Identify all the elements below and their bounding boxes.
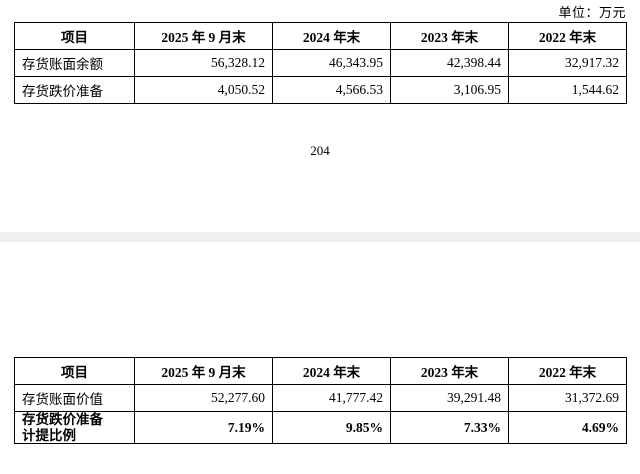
inventory-book-balance-table: 项目 2025 年 9 月末 2024 年末 2023 年末 2022 年末 存…: [14, 22, 627, 104]
cell-value: 1,544.62: [508, 76, 627, 104]
inventory-provision-ratio-table: 项目 2025 年 9 月末 2024 年末 2023 年末 2022 年末 存…: [14, 357, 627, 445]
cell-value: 4.69%: [508, 410, 627, 445]
cell-value: 31,372.69: [508, 384, 627, 412]
column-header-2023: 2023 年末: [390, 22, 509, 50]
table-row: 存货跌价准备 4,050.52 4,566.53 3,106.95 1,544.…: [14, 76, 627, 104]
page-break-divider: [0, 232, 640, 242]
column-header-2024: 2024 年末: [272, 357, 391, 385]
cell-value: 7.19%: [134, 410, 273, 445]
column-header-2022: 2022 年末: [508, 357, 627, 385]
column-header-item: 项目: [14, 22, 135, 50]
cell-value: 9.85%: [272, 410, 391, 445]
column-header-item: 项目: [14, 357, 135, 385]
cell-value: 4,050.52: [134, 76, 273, 104]
table-row: 存货跌价准备 计提比例 7.19% 9.85% 7.33% 4.69%: [14, 410, 627, 445]
unit-note: 单位：万元: [558, 5, 626, 20]
cell-value: 46,343.95: [272, 49, 391, 77]
cell-value: 7.33%: [390, 410, 509, 445]
row-label: 存货跌价准备: [14, 76, 135, 104]
cell-value: 32,917.32: [508, 49, 627, 77]
column-header-2024: 2024 年末: [272, 22, 391, 50]
cell-value: 4,566.53: [272, 76, 391, 104]
column-header-2023: 2023 年末: [390, 357, 509, 385]
row-label: 存货账面余额: [14, 49, 135, 77]
page-number: 204: [310, 143, 330, 158]
cell-value: 39,291.48: [390, 384, 509, 412]
column-header-2025q3: 2025 年 9 月末: [134, 22, 273, 50]
column-header-2025q3: 2025 年 9 月末: [134, 357, 273, 385]
cell-value: 42,398.44: [390, 49, 509, 77]
table-row: 存货账面余额 56,328.12 46,343.95 42,398.44 32,…: [14, 49, 627, 77]
table-header-row: 项目 2025 年 9 月末 2024 年末 2023 年末 2022 年末: [14, 357, 627, 385]
row-label: 存货账面价值: [14, 384, 135, 412]
column-header-2022: 2022 年末: [508, 22, 627, 50]
cell-value: 3,106.95: [390, 76, 509, 104]
cell-value: 56,328.12: [134, 49, 273, 77]
table-header-row: 项目 2025 年 9 月末 2024 年末 2023 年末 2022 年末: [14, 22, 627, 50]
cell-value: 52,277.60: [134, 384, 273, 412]
table-row: 存货账面价值 52,277.60 41,777.42 39,291.48 31,…: [14, 384, 627, 412]
row-label: 存货跌价准备 计提比例: [14, 410, 135, 445]
cell-value: 41,777.42: [272, 384, 391, 412]
